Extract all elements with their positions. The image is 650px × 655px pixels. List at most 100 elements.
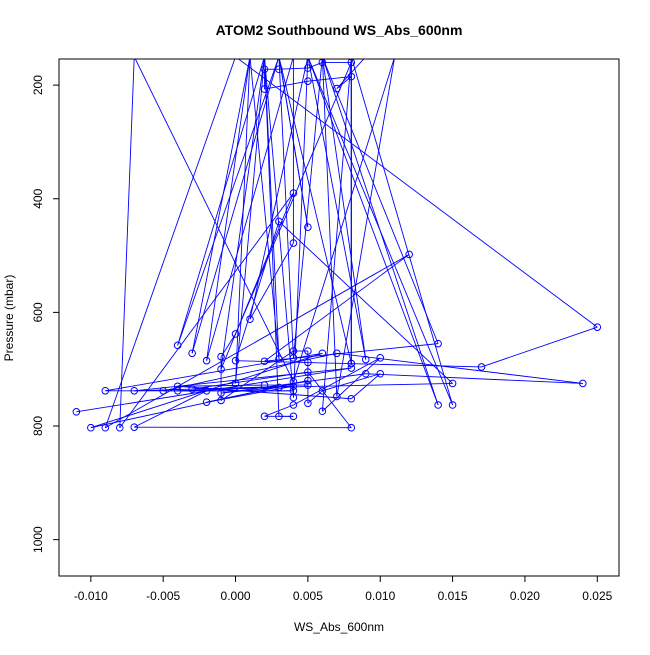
y-tick-label: 400 (31, 188, 45, 208)
y-tick-label: 800 (31, 416, 45, 436)
data-point (434, 401, 442, 409)
data-point (593, 323, 602, 331)
data-point (231, 356, 240, 365)
data-point (347, 72, 356, 81)
data-point (304, 77, 312, 85)
data-point (289, 393, 298, 402)
x-axis-label: WS_Abs_600nm (294, 620, 384, 634)
data-point (304, 399, 312, 408)
data-point (333, 349, 341, 358)
data-point (202, 386, 211, 395)
series-segment (177, 59, 265, 346)
data-point (260, 357, 269, 366)
data-point (376, 354, 385, 362)
data-point (188, 349, 196, 358)
x-tick-label: 0.020 (510, 589, 540, 603)
data-point (347, 423, 356, 432)
data-point (318, 386, 327, 395)
series-segment (105, 352, 323, 392)
x-tick-label: 0.000 (221, 589, 251, 603)
series-segment (134, 367, 352, 392)
series-group (72, 59, 602, 432)
data-point (289, 377, 298, 386)
data-point (304, 368, 312, 376)
data-point (289, 401, 298, 409)
data-point (246, 315, 254, 324)
series-segment (351, 373, 381, 400)
data-point (202, 398, 211, 406)
series-segment (336, 59, 365, 89)
series-segment (279, 59, 352, 364)
series-segment (336, 352, 583, 384)
series-segment (278, 67, 308, 70)
data-point (217, 389, 225, 397)
y-tick-label: 600 (31, 302, 45, 322)
data-point (333, 392, 341, 401)
y-tick-label: 1000 (31, 526, 45, 553)
data-point (173, 382, 182, 391)
data-point (304, 376, 312, 385)
series-segment (191, 59, 279, 354)
series-segment (220, 350, 294, 401)
data-point (376, 369, 385, 378)
data-point (289, 347, 298, 355)
series-segment (134, 59, 294, 382)
series-segment (119, 192, 294, 428)
data-point (405, 250, 413, 259)
data-point (217, 352, 225, 361)
data-point (188, 385, 196, 393)
series-segment (307, 76, 352, 82)
data-point (275, 217, 283, 226)
series-layer (72, 59, 602, 432)
data-point (101, 423, 110, 432)
data-point (289, 189, 298, 197)
data-point (579, 379, 587, 388)
data-point (275, 383, 283, 392)
data-point (275, 412, 283, 421)
data-point (304, 223, 312, 231)
series-segment (104, 59, 236, 428)
data-point (275, 65, 283, 74)
series-segment (105, 254, 410, 429)
data-point (304, 381, 312, 389)
data-point (159, 386, 167, 395)
data-point (275, 355, 283, 363)
data-point (87, 423, 95, 432)
series-segment (322, 59, 338, 397)
series-segment (119, 59, 135, 428)
data-point (260, 381, 269, 389)
series-segment (249, 242, 294, 320)
x-tick-label: 0.010 (365, 589, 395, 603)
x-tick-label: -0.010 (74, 589, 108, 603)
series-segment (220, 333, 236, 357)
data-point (260, 85, 269, 93)
data-point (231, 379, 240, 388)
series-segment (177, 385, 352, 400)
series-segment (191, 59, 251, 354)
data-point (434, 339, 442, 348)
data-point (361, 355, 370, 364)
data-point (477, 363, 486, 371)
data-point (318, 349, 327, 358)
data-point (289, 382, 298, 391)
series-segment (321, 59, 352, 412)
data-point (115, 423, 124, 432)
axis-layer: -0.010 -0.005 0.000 0.005 0.010 0.015 0.020 0.0… (31, 75, 613, 603)
x-tick-label: 0.005 (293, 589, 323, 603)
series-segment (307, 61, 323, 69)
series-segment (365, 373, 583, 384)
y-tick-label: 200 (31, 75, 45, 95)
data-point (231, 330, 240, 338)
series-segment (322, 59, 439, 344)
series-segment (220, 192, 294, 370)
data-point (260, 65, 269, 74)
series-segment (336, 59, 395, 397)
data-point (202, 356, 211, 365)
x-tick-label: 0.025 (582, 589, 612, 603)
data-point (347, 394, 356, 403)
data-point (347, 359, 356, 368)
series-segment (134, 426, 352, 429)
data-point (361, 369, 370, 378)
data-point (289, 412, 298, 421)
